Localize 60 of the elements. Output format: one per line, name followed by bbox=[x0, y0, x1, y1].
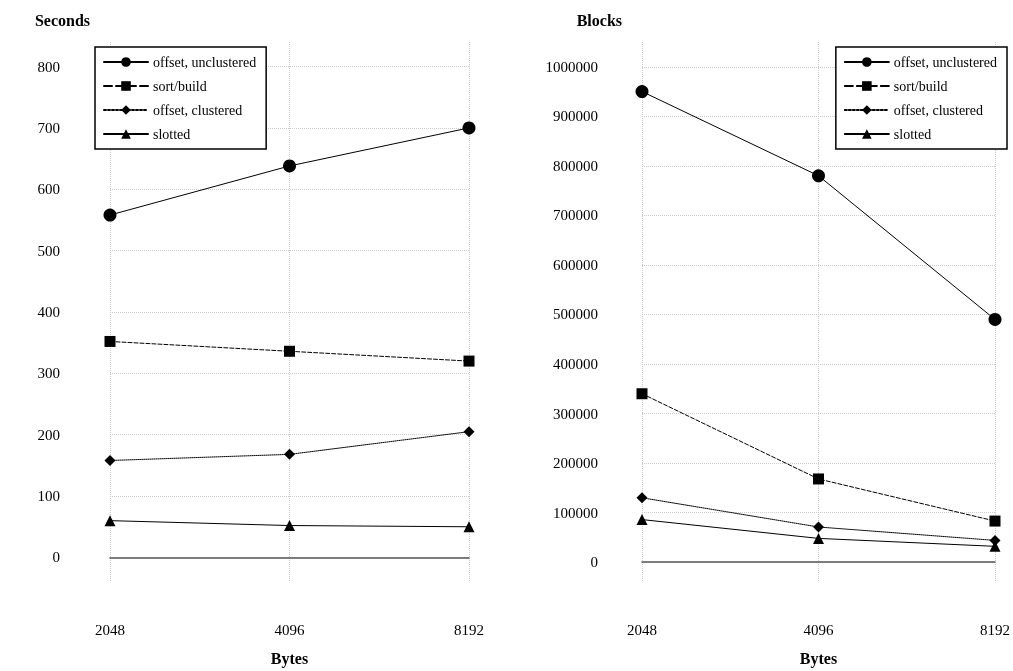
y-tick-label: 200 bbox=[37, 426, 60, 443]
y-tick-label: 400000 bbox=[553, 356, 598, 373]
y-tick-label: 300000 bbox=[553, 405, 598, 422]
point bbox=[989, 515, 1001, 527]
y-tick-label: 900000 bbox=[553, 108, 598, 125]
legend-label: sort/build bbox=[153, 78, 207, 94]
y-tick-label: 100000 bbox=[553, 504, 598, 521]
point bbox=[462, 121, 476, 135]
point bbox=[988, 312, 1002, 326]
y-tick-label: 600 bbox=[37, 181, 60, 198]
point bbox=[284, 520, 295, 532]
y-axis-title: Blocks bbox=[576, 11, 622, 29]
y-tick-label: 1000000 bbox=[545, 58, 598, 75]
y-tick-label: 600000 bbox=[553, 256, 598, 273]
y-tick-label: 500 bbox=[37, 242, 60, 259]
y-tick-label: 800 bbox=[37, 58, 60, 75]
x-tick-label: 8192 bbox=[980, 621, 1010, 638]
y-tick-label: 500000 bbox=[553, 306, 598, 323]
point bbox=[104, 335, 116, 347]
point bbox=[636, 514, 648, 526]
y-tick-label: 300 bbox=[37, 365, 60, 382]
point bbox=[104, 515, 116, 527]
point bbox=[283, 159, 296, 173]
legend-label: offset, unclustered bbox=[893, 54, 997, 70]
point bbox=[635, 85, 649, 99]
point bbox=[812, 169, 825, 183]
x-tick-label: 8192 bbox=[454, 621, 484, 638]
y-tick-label: 0 bbox=[52, 549, 60, 566]
legend-label: sort/build bbox=[893, 78, 948, 94]
point bbox=[813, 532, 824, 544]
x-axis-title: Bytes bbox=[799, 649, 838, 668]
point bbox=[463, 355, 475, 367]
point bbox=[463, 521, 475, 533]
x-tick-label: 4096 bbox=[803, 621, 834, 638]
y-tick-label: 800000 bbox=[553, 157, 598, 174]
y-tick-label: 0 bbox=[590, 554, 598, 571]
x-tick-label: 4096 bbox=[274, 621, 305, 638]
legend-label: offset, clustered bbox=[153, 102, 243, 118]
legend-label: offset, unclustered bbox=[153, 54, 257, 70]
point bbox=[813, 473, 824, 485]
y-tick-label: 200000 bbox=[553, 455, 598, 472]
y-tick-label: 700 bbox=[37, 119, 60, 136]
legend-label: slotted bbox=[153, 126, 191, 142]
y-tick-label: 100 bbox=[37, 488, 60, 505]
x-tick-label: 2048 bbox=[95, 621, 125, 638]
y-tick-label: 400 bbox=[37, 304, 60, 320]
y-axis-title: Seconds bbox=[34, 11, 90, 29]
y-tick-label: 700000 bbox=[553, 207, 598, 224]
point bbox=[284, 448, 295, 460]
x-axis-title: Bytes bbox=[270, 649, 309, 668]
point bbox=[104, 455, 116, 466]
point bbox=[284, 345, 295, 357]
point bbox=[813, 521, 824, 533]
point bbox=[636, 492, 648, 504]
x-tick-label: 2048 bbox=[627, 621, 657, 638]
legend-label: slotted bbox=[893, 126, 932, 142]
legend-label: offset, clustered bbox=[893, 102, 983, 118]
point bbox=[103, 208, 117, 222]
point bbox=[636, 388, 648, 400]
point bbox=[463, 426, 475, 438]
